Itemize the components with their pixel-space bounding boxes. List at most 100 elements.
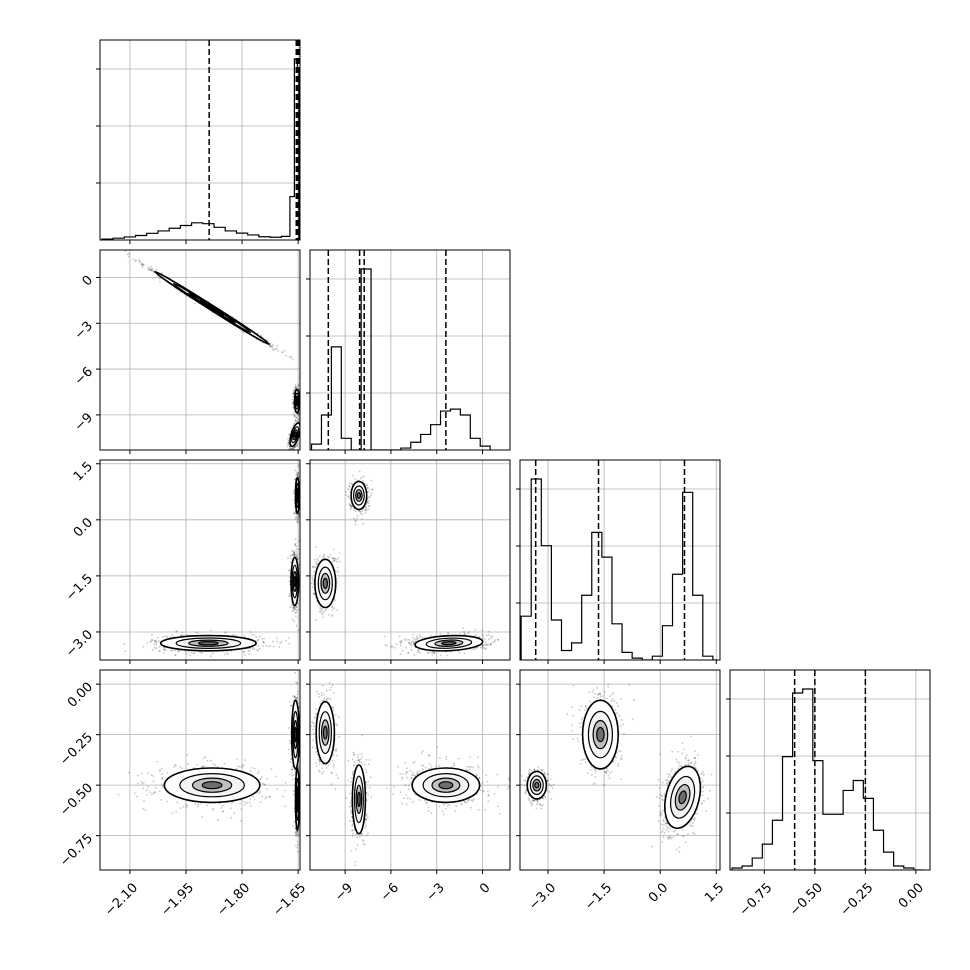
sample-point [297,521,300,524]
sample-point [152,775,155,777]
sample-point [153,639,156,642]
sample-point [140,263,143,265]
sample-point [155,641,158,644]
sample-point [162,652,165,654]
sample-point [294,606,297,609]
sample-point [195,764,198,766]
sample-point [297,518,299,521]
sample-point [295,473,298,476]
sample-point [234,634,237,636]
sample-point [293,552,295,554]
sample-point [230,802,233,805]
sample-point [296,681,299,684]
sample-point [263,640,265,643]
sample-point [142,646,145,648]
sample-point [487,638,490,641]
sample-point [222,804,224,807]
sample-point [293,608,296,611]
sample-point [153,271,155,274]
sample-point [158,650,161,652]
sample-point [298,414,300,416]
sample-point [166,636,169,638]
contour-level [293,431,297,438]
sample-point [199,651,202,654]
sample-point [206,804,208,807]
sample-point [290,704,293,706]
sample-point [241,764,244,767]
sample-point [253,634,256,636]
sample-point [433,652,436,655]
sample-point [175,764,177,767]
sample-point [144,809,147,811]
sample-point [251,633,253,636]
sample-point [297,413,300,416]
sample-point [221,810,224,813]
sample-point [285,639,287,642]
sample-point [287,569,290,572]
panel-0-1 [124,250,314,450]
sample-point [297,420,300,422]
sample-point [297,465,300,468]
sample-point [140,263,143,265]
sample-point [284,781,287,784]
sample-point [197,803,200,806]
sample-point [295,605,298,608]
sample-point [261,776,263,778]
sample-point [297,770,300,773]
sample-point [210,759,212,762]
sample-point [239,802,241,805]
sample-point [279,642,282,645]
sample-point [186,634,189,636]
sample-point [288,748,290,751]
sample-point [290,554,292,557]
sample-point [173,635,175,638]
sample-point [174,654,177,656]
sample-point [296,846,299,849]
sample-point [294,386,297,388]
sample-point [463,632,466,635]
sample-point [296,769,298,771]
sample-point [175,811,178,813]
sample-point [268,795,271,798]
sample-point [272,645,275,648]
sample-point [140,772,143,775]
sample-point [292,392,295,395]
sample-point [146,794,149,796]
sample-point [163,649,166,651]
sample-point [293,606,295,609]
sample-point [222,810,225,813]
sample-point [293,389,296,392]
sample-point [200,766,203,768]
sample-point [258,647,261,650]
sample-point [302,422,304,424]
sample-point [141,782,144,785]
sample-point [490,637,492,640]
sample-point [141,263,144,266]
sample-point [312,369,314,371]
sample-point [156,275,159,278]
sample-point [142,781,145,784]
sample-point [490,636,493,638]
sample-point [275,775,278,778]
sample-point [296,606,298,608]
sample-point [297,383,300,386]
sample-point [291,609,294,612]
sample-point [124,250,127,253]
sample-point [298,420,300,423]
sample-point [272,640,274,643]
sample-point [293,695,296,698]
sample-point [147,772,150,775]
sample-point [165,635,167,638]
sample-point [136,795,138,798]
sample-point [297,384,300,387]
sample-point [297,474,299,476]
sample-point [270,345,273,347]
sample-point [147,785,150,788]
sample-point [288,642,290,645]
sample-point [294,774,297,776]
sample-point [161,777,163,779]
histogram-step [520,478,719,660]
sample-point [297,516,299,518]
sample-point [292,448,295,450]
sample-point [159,650,161,652]
